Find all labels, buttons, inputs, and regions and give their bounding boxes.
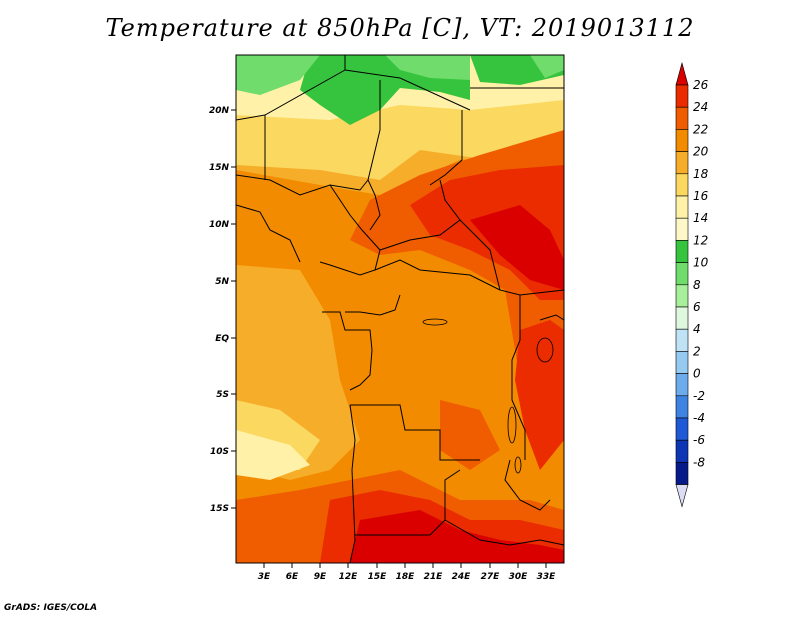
lon-label: 15E <box>368 572 388 582</box>
lon-label: 30E <box>509 572 529 582</box>
colorbar-swatch <box>675 217 689 241</box>
colorbar-label: -6 <box>693 433 705 447</box>
colorbar-label: 12 <box>693 233 708 247</box>
colorbar-swatch <box>675 328 689 352</box>
colorbar-swatch <box>675 262 689 286</box>
lakes <box>422 318 554 474</box>
lat-label: 10S <box>210 447 229 457</box>
colorbar-swatch <box>675 240 689 263</box>
temperature-field <box>236 55 564 563</box>
lon-label: 6E <box>286 572 299 582</box>
latitude-axis: 20N 15N 10N 5N EQ 5S 10S 15S <box>209 106 236 514</box>
colorbar-label: 4 <box>693 322 701 336</box>
colorbar-label: 18 <box>693 167 709 181</box>
colorbar-label: 10 <box>693 256 709 270</box>
lat-label: 20N <box>209 106 230 116</box>
lon-label: 21E <box>424 572 444 582</box>
colorbar-swatch <box>675 306 689 330</box>
colorbar-swatch <box>675 462 689 485</box>
colorbar-label: 24 <box>693 100 708 114</box>
colorbar-label: 22 <box>693 122 708 136</box>
country-borders <box>236 55 564 563</box>
lon-label: 24E <box>452 572 472 582</box>
colorbar-label: -4 <box>693 411 705 425</box>
lat-label: 15N <box>209 163 230 173</box>
lon-label: 27E <box>481 572 501 582</box>
colorbar-swatch <box>675 417 689 441</box>
lat-label: 15S <box>210 504 229 514</box>
longitude-axis: 3E 6E 9E 12E 15E 18E 21E 24E 27E 30E 33E <box>258 563 556 582</box>
lat-label: 5S <box>216 390 229 400</box>
colorbar-label: 6 <box>693 300 701 314</box>
colorbar-label: 0 <box>693 367 701 381</box>
map-frame <box>235 54 565 564</box>
colorbar-label: 20 <box>693 145 709 159</box>
colorbar-swatch <box>675 373 689 397</box>
colorbar-swatch <box>675 439 689 463</box>
colorbar-bottom-arrow <box>675 484 689 508</box>
colorbar-swatch <box>675 195 689 219</box>
colorbar-label: 8 <box>693 278 701 292</box>
colorbar-label: -8 <box>693 455 705 469</box>
map-title: Temperature at 850hPa [C], VT: 201901311… <box>105 14 695 42</box>
colorbar-swatch <box>675 84 689 108</box>
colorbar-swatch <box>675 351 689 374</box>
colorbar-label: 26 <box>693 78 709 92</box>
lon-label: 12E <box>339 572 359 582</box>
colorbar-swatch <box>675 173 689 197</box>
grads-credit: GrADS: IGES/COLA <box>4 603 98 613</box>
lon-label: 18E <box>396 572 416 582</box>
colorbar-swatch <box>675 129 689 152</box>
colorbar-label: 14 <box>693 211 708 225</box>
colorbar-swatch <box>675 106 689 130</box>
colorbar-swatch <box>675 151 689 175</box>
colorbar-label: 2 <box>693 344 701 358</box>
lon-label: 9E <box>314 572 327 582</box>
colorbar-swatch <box>675 284 689 308</box>
lat-label: EQ <box>215 334 229 344</box>
colorbar-top-arrow <box>675 61 689 86</box>
lat-label: 5N <box>215 277 229 287</box>
lon-label: 3E <box>258 572 271 582</box>
colorbar-label: -2 <box>693 389 705 403</box>
lat-label: 10N <box>209 220 230 230</box>
colorbar-label: 16 <box>693 189 709 203</box>
lon-label: 33E <box>537 572 557 582</box>
colorbar-swatch <box>675 395 689 419</box>
